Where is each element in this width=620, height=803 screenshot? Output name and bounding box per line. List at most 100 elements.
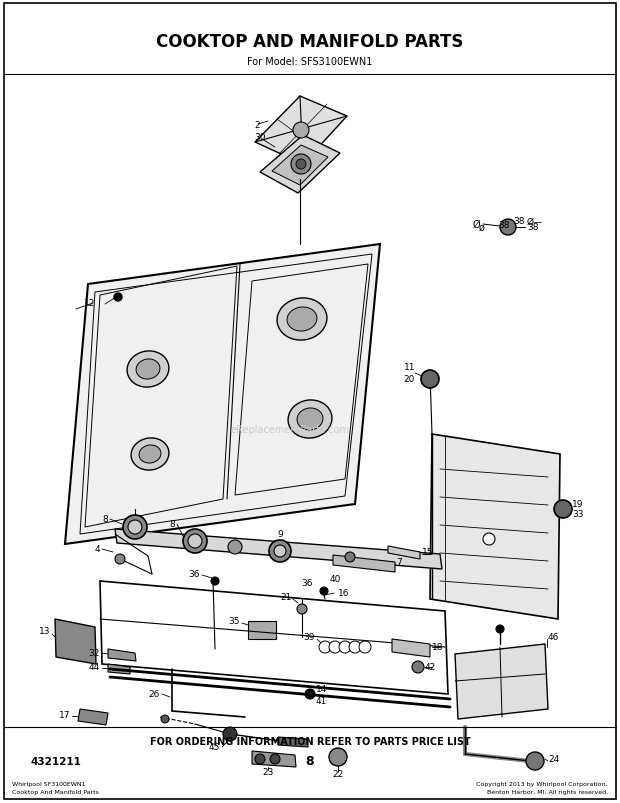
- Circle shape: [274, 545, 286, 557]
- Text: 18: 18: [432, 642, 443, 652]
- Circle shape: [270, 754, 280, 764]
- Text: Whirlpool SF3100EWN1: Whirlpool SF3100EWN1: [12, 781, 86, 786]
- Circle shape: [297, 604, 307, 614]
- Text: Copyright 2013 by Whirlpool Corporation,: Copyright 2013 by Whirlpool Corporation,: [477, 781, 608, 786]
- Circle shape: [123, 516, 147, 540]
- Bar: [248, 622, 276, 639]
- Text: For Model: SFS3100EWN1: For Model: SFS3100EWN1: [247, 57, 373, 67]
- Circle shape: [496, 626, 504, 634]
- Text: 7: 7: [396, 558, 402, 567]
- Text: 38: 38: [498, 221, 510, 230]
- Circle shape: [128, 520, 142, 534]
- Text: 13: 13: [38, 626, 50, 636]
- Circle shape: [500, 220, 516, 236]
- Text: ø: ø: [479, 222, 485, 233]
- Polygon shape: [108, 664, 130, 675]
- Text: 41: 41: [316, 697, 327, 706]
- Circle shape: [554, 500, 572, 519]
- Polygon shape: [278, 737, 308, 747]
- Text: 20: 20: [404, 375, 415, 384]
- Circle shape: [305, 689, 315, 699]
- Ellipse shape: [288, 401, 332, 438]
- Circle shape: [345, 552, 355, 562]
- Text: 16: 16: [338, 589, 350, 597]
- Circle shape: [483, 533, 495, 545]
- Text: 19: 19: [572, 500, 583, 509]
- Circle shape: [319, 642, 331, 653]
- Text: 38: 38: [513, 216, 525, 225]
- Polygon shape: [392, 639, 430, 657]
- Polygon shape: [108, 649, 136, 661]
- Text: COOKTOP AND MANIFOLD PARTS: COOKTOP AND MANIFOLD PARTS: [156, 33, 464, 51]
- Text: 8: 8: [169, 520, 175, 529]
- Circle shape: [269, 540, 291, 562]
- Text: Ø—: Ø—: [527, 218, 543, 226]
- Polygon shape: [333, 556, 395, 573]
- Ellipse shape: [131, 438, 169, 471]
- Circle shape: [161, 715, 169, 723]
- Ellipse shape: [127, 352, 169, 388]
- Text: 22: 22: [332, 769, 343, 779]
- Text: 40: 40: [330, 575, 342, 584]
- Text: 39: 39: [304, 633, 315, 642]
- Text: 45: 45: [208, 743, 220, 752]
- Circle shape: [421, 370, 439, 389]
- Polygon shape: [78, 709, 108, 725]
- Ellipse shape: [139, 446, 161, 463]
- Text: 24: 24: [548, 755, 559, 764]
- Circle shape: [339, 642, 351, 653]
- Polygon shape: [252, 751, 296, 767]
- Text: 23: 23: [262, 768, 273, 777]
- Circle shape: [223, 727, 237, 741]
- Text: 36: 36: [301, 579, 313, 588]
- Circle shape: [329, 748, 347, 766]
- Text: 8: 8: [306, 755, 314, 768]
- Circle shape: [349, 642, 361, 653]
- Text: 11: 11: [404, 363, 415, 372]
- Text: 46: 46: [548, 633, 559, 642]
- Text: 21: 21: [281, 593, 292, 601]
- Circle shape: [320, 587, 328, 595]
- Polygon shape: [55, 619, 96, 664]
- Polygon shape: [455, 644, 548, 719]
- Circle shape: [291, 155, 311, 175]
- Circle shape: [412, 661, 424, 673]
- Text: eReplacementParts.com: eReplacementParts.com: [231, 425, 350, 434]
- Ellipse shape: [136, 360, 160, 380]
- Text: 9: 9: [277, 530, 283, 539]
- Circle shape: [329, 642, 341, 653]
- Text: 17: 17: [58, 711, 70, 719]
- Text: 14: 14: [316, 685, 327, 694]
- Text: 36: 36: [188, 570, 200, 579]
- Text: 33: 33: [572, 510, 583, 519]
- Ellipse shape: [297, 409, 323, 430]
- Ellipse shape: [277, 299, 327, 340]
- Polygon shape: [115, 529, 442, 569]
- Circle shape: [255, 754, 265, 764]
- Text: 35: 35: [229, 617, 240, 626]
- Polygon shape: [260, 136, 340, 194]
- Circle shape: [188, 534, 202, 548]
- Polygon shape: [430, 434, 560, 619]
- Polygon shape: [255, 97, 347, 165]
- Text: FOR ORDERING INFORMATION REFER TO PARTS PRICE LIST: FOR ORDERING INFORMATION REFER TO PARTS …: [149, 736, 471, 746]
- Circle shape: [293, 123, 309, 139]
- Text: 42: 42: [425, 662, 436, 671]
- Circle shape: [114, 294, 122, 302]
- Text: 8: 8: [102, 515, 108, 524]
- Text: 4321211: 4321211: [30, 756, 81, 766]
- Circle shape: [526, 752, 544, 770]
- Ellipse shape: [287, 308, 317, 332]
- Text: 30: 30: [254, 133, 265, 142]
- Circle shape: [183, 529, 207, 553]
- Text: 38: 38: [527, 223, 539, 232]
- Text: 32: 32: [89, 649, 100, 658]
- Polygon shape: [272, 146, 328, 185]
- Circle shape: [228, 540, 242, 554]
- Text: 2: 2: [254, 120, 260, 129]
- Circle shape: [211, 577, 219, 585]
- Polygon shape: [65, 245, 380, 544]
- Text: 26: 26: [149, 690, 160, 699]
- Circle shape: [115, 554, 125, 565]
- Text: 4: 4: [94, 544, 100, 554]
